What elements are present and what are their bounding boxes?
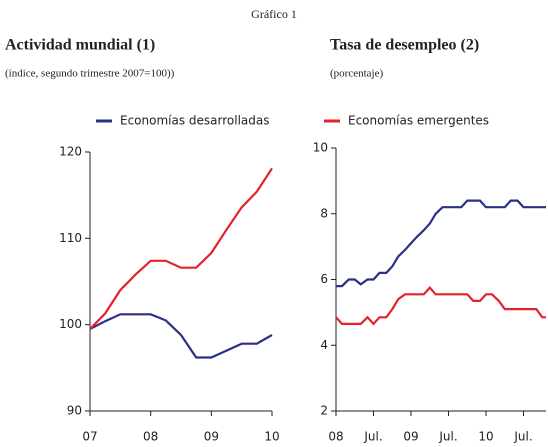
x-tick-label: 09 <box>204 430 219 444</box>
y-tick-label: 6 <box>320 272 328 286</box>
y-tick-label: 8 <box>320 206 328 220</box>
legend-label: Economías emergentes <box>348 114 489 128</box>
y-tick-label: 120 <box>59 145 82 159</box>
y-tick-label: 4 <box>320 338 328 352</box>
y-tick-label: 110 <box>59 231 82 245</box>
y-tick-label: 90 <box>67 404 82 418</box>
y-tick-label: 100 <box>59 317 82 331</box>
y-tick-label: 10 <box>313 141 328 155</box>
x-tick-label: Jul. <box>513 430 532 444</box>
chart-title: Actividad mundial (1) <box>5 37 155 54</box>
figure-title: Gráfico 1 <box>251 7 297 21</box>
chart-title: Tasa de desempleo (2) <box>330 37 479 54</box>
x-tick-label: 08 <box>143 430 158 444</box>
legend-label: Economías desarrolladas <box>120 114 270 128</box>
y-tick-label: 2 <box>320 404 328 418</box>
chart-subtitle: (porcentaje) <box>330 68 383 80</box>
data-line <box>89 167 273 330</box>
data-line <box>89 313 273 359</box>
x-tick-label: Jul. <box>438 430 457 444</box>
x-tick-label: 07 <box>82 430 97 444</box>
chart-subtitle: (índice, segundo trimestre 2007=100)) <box>5 68 175 80</box>
x-tick-label: 09 <box>403 430 418 444</box>
x-tick-label: 10 <box>478 430 493 444</box>
data-line <box>336 199 546 288</box>
x-tick-label: 08 <box>328 430 343 444</box>
data-line <box>335 286 546 326</box>
x-tick-label: 10 <box>264 430 279 444</box>
x-tick-label: Jul. <box>363 430 382 444</box>
